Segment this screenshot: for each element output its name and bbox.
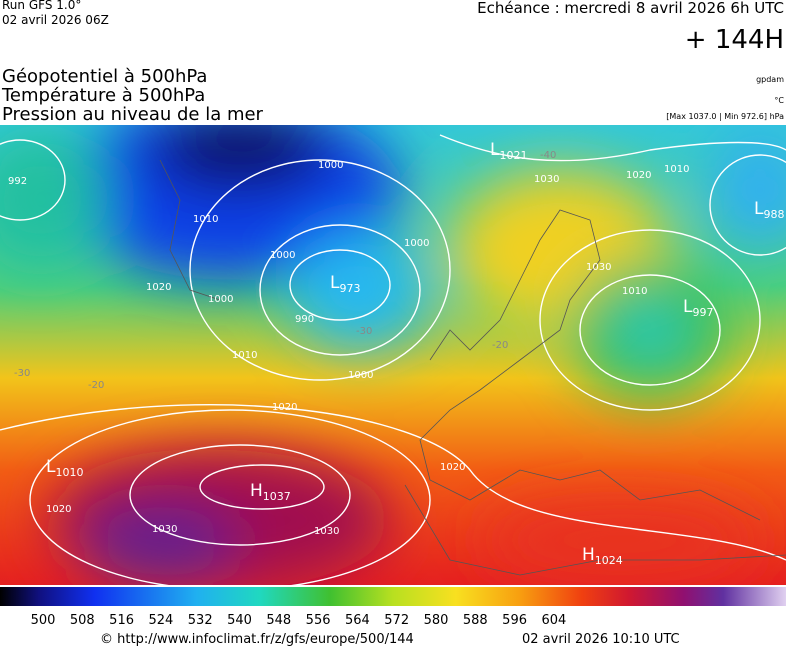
center-value: 973 [339, 282, 360, 295]
title: Géopotentiel à 500hPa [2, 66, 207, 87]
colorbar-tick-label: 596 [502, 613, 527, 628]
isobar-label: 992 [8, 176, 27, 187]
isobar-label: 1010 [193, 214, 218, 225]
temperature-label: -20 [88, 380, 104, 391]
pressure-center: L997 [683, 297, 713, 319]
pressure-center: L988 [754, 199, 784, 221]
isobar-label: 1020 [146, 282, 171, 293]
isobar-label: 1020 [626, 170, 651, 181]
center-value: 1037 [263, 490, 291, 503]
center-letter: L [754, 199, 764, 219]
coastlines [159, 159, 786, 576]
colorbar-tick-label: 524 [148, 613, 173, 628]
isobar-label: 1000 [208, 294, 233, 305]
isobar-label: 1000 [348, 370, 373, 381]
center-value: 1010 [55, 466, 83, 479]
temperature-label: -30 [14, 368, 30, 379]
run-date: 02 avril 2026 06Z [2, 13, 109, 27]
center-value: 1024 [595, 554, 623, 567]
pressure-center: L973 [330, 273, 360, 295]
colorbar-tick-label: 508 [70, 613, 95, 628]
isobar-label: 1010 [622, 286, 647, 297]
title: Température à 500hPa [1, 85, 205, 106]
colorbar-tick-label: 580 [424, 613, 449, 628]
center-letter: H [582, 545, 595, 565]
lead-time: + 144H [685, 25, 784, 55]
isobar-label: 1000 [270, 250, 295, 261]
run: Run GFS 1.0° [2, 0, 81, 12]
colorbar-tick-label: 548 [266, 613, 291, 628]
footer-source: © http://www.infoclimat.fr/z/gfs/europe/… [100, 632, 414, 647]
center-letter: L [683, 297, 693, 317]
center-letter: H [250, 481, 263, 501]
map [0, 125, 786, 585]
center-letter: L [330, 273, 340, 293]
color-field [0, 125, 786, 585]
center-value: 988 [763, 208, 784, 221]
isobar-label: 1030 [152, 524, 177, 535]
colorbar-tick-label: 532 [188, 613, 213, 628]
isobar-label: 1010 [232, 350, 257, 361]
pressure-center: H1037 [250, 481, 291, 503]
unit: °C [774, 96, 784, 105]
isobar-label: 1000 [404, 238, 429, 249]
isobar-label: 1030 [586, 262, 611, 273]
center-letter: L [46, 457, 56, 477]
colorbar [0, 587, 786, 606]
center-value: 1021 [499, 149, 527, 162]
temperature-label: -40 [540, 150, 556, 161]
colorbar-tick-label: 588 [463, 613, 488, 628]
colorbar-tick-label: 572 [384, 613, 409, 628]
colorbar-tick-label: 516 [109, 613, 134, 628]
colorbar-tick-label: 540 [227, 613, 252, 628]
isobar-label: 1020 [272, 402, 297, 413]
isobar-label: 1030 [534, 174, 559, 185]
colorbar-tick-label: 564 [345, 613, 370, 628]
unit: [Max 1037.0 | Min 972.6] hPa [666, 112, 784, 121]
unit: gpdam [756, 75, 784, 84]
colorbar-tick-label: 500 [31, 613, 56, 628]
pressure-center: L1010 [46, 457, 83, 479]
pressure-center: L1021 [490, 140, 527, 162]
isobar-label: 990 [295, 314, 314, 325]
title: Pression au niveau de la mer [2, 104, 264, 125]
isobar-label: 1010 [664, 164, 689, 175]
center-value: 997 [692, 306, 713, 319]
temperature-label: -30 [356, 326, 372, 337]
isobar-label: 1020 [46, 504, 71, 515]
isobars [0, 134, 786, 585]
pressure-center: H1024 [582, 545, 623, 567]
isobar-label: 1030 [314, 526, 339, 537]
isobar-label: 1000 [318, 160, 343, 171]
isobar-label: 1020 [440, 462, 465, 473]
colorbar-tick-label: 604 [541, 613, 566, 628]
footer-date: 02 avril 2026 10:10 UTC [522, 632, 680, 647]
valid-time: Echéance : mercredi 8 avril 2026 6h UTC [477, 0, 784, 17]
temperature-label: -20 [492, 340, 508, 351]
center-letter: L [490, 140, 500, 160]
colorbar-tick-label: 556 [306, 613, 331, 628]
